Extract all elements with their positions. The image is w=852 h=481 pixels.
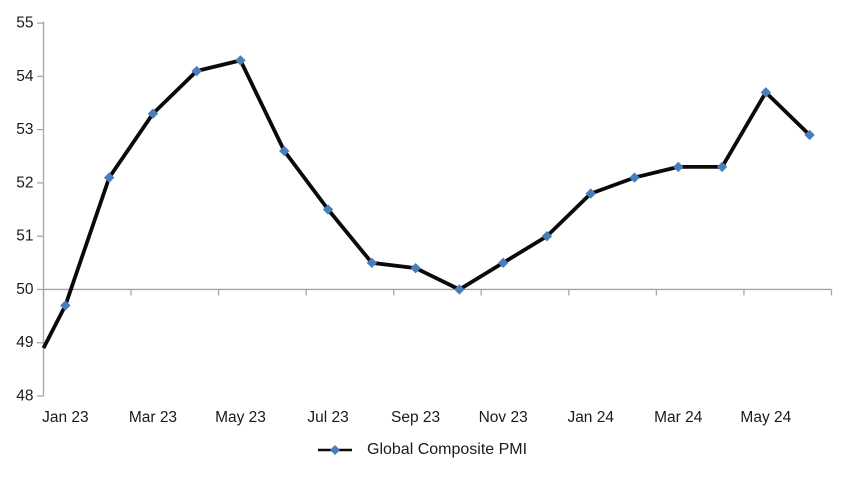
data-point-marker <box>497 257 509 269</box>
data-point-marker <box>235 55 246 66</box>
data-point-marker <box>147 108 159 119</box>
data-point-marker <box>366 257 378 269</box>
data-point-marker <box>322 204 334 215</box>
data-point-marker <box>541 230 553 242</box>
data-point-marker <box>410 262 421 274</box>
data-point-marker <box>279 145 290 157</box>
y-axis-label: 48 <box>16 388 33 405</box>
legend-line-marker-icon <box>318 445 352 455</box>
data-point-marker <box>629 172 640 183</box>
data-point-marker <box>585 188 596 199</box>
y-axis-label: 52 <box>16 174 33 191</box>
data-point-marker <box>673 161 684 173</box>
data-point-marker <box>103 172 115 183</box>
x-axis-label: Mar 24 <box>654 409 703 426</box>
x-axis-label: Sep 23 <box>391 409 440 426</box>
data-point-marker <box>60 300 71 311</box>
data-point-marker <box>760 87 772 98</box>
data-point-marker <box>454 284 465 295</box>
x-axis-label: Mar 23 <box>129 409 177 426</box>
x-axis-label: Jan 23 <box>42 409 89 426</box>
x-axis-label: May 23 <box>215 409 266 426</box>
y-axis-label: 53 <box>16 121 33 138</box>
y-axis-label: 55 <box>16 15 33 32</box>
legend-series-label: Global Composite PMI <box>367 441 528 458</box>
x-axis-label: Nov 23 <box>479 409 528 426</box>
data-point-marker <box>191 65 202 77</box>
data-point-marker <box>716 161 728 173</box>
pmi-series-line <box>41 58 811 349</box>
chart-legend: Global Composite PMI <box>318 441 527 459</box>
data-point-marker <box>804 129 815 141</box>
y-axis-label: 49 <box>16 334 33 351</box>
x-axis-label: Jan 24 <box>567 409 614 426</box>
y-axis-label: 54 <box>16 68 34 85</box>
y-axis-label: 50 <box>16 281 34 298</box>
x-axis-label: Jul 23 <box>307 409 348 426</box>
x-axis-label: May 24 <box>740 409 791 426</box>
y-axis-label: 51 <box>16 228 33 245</box>
